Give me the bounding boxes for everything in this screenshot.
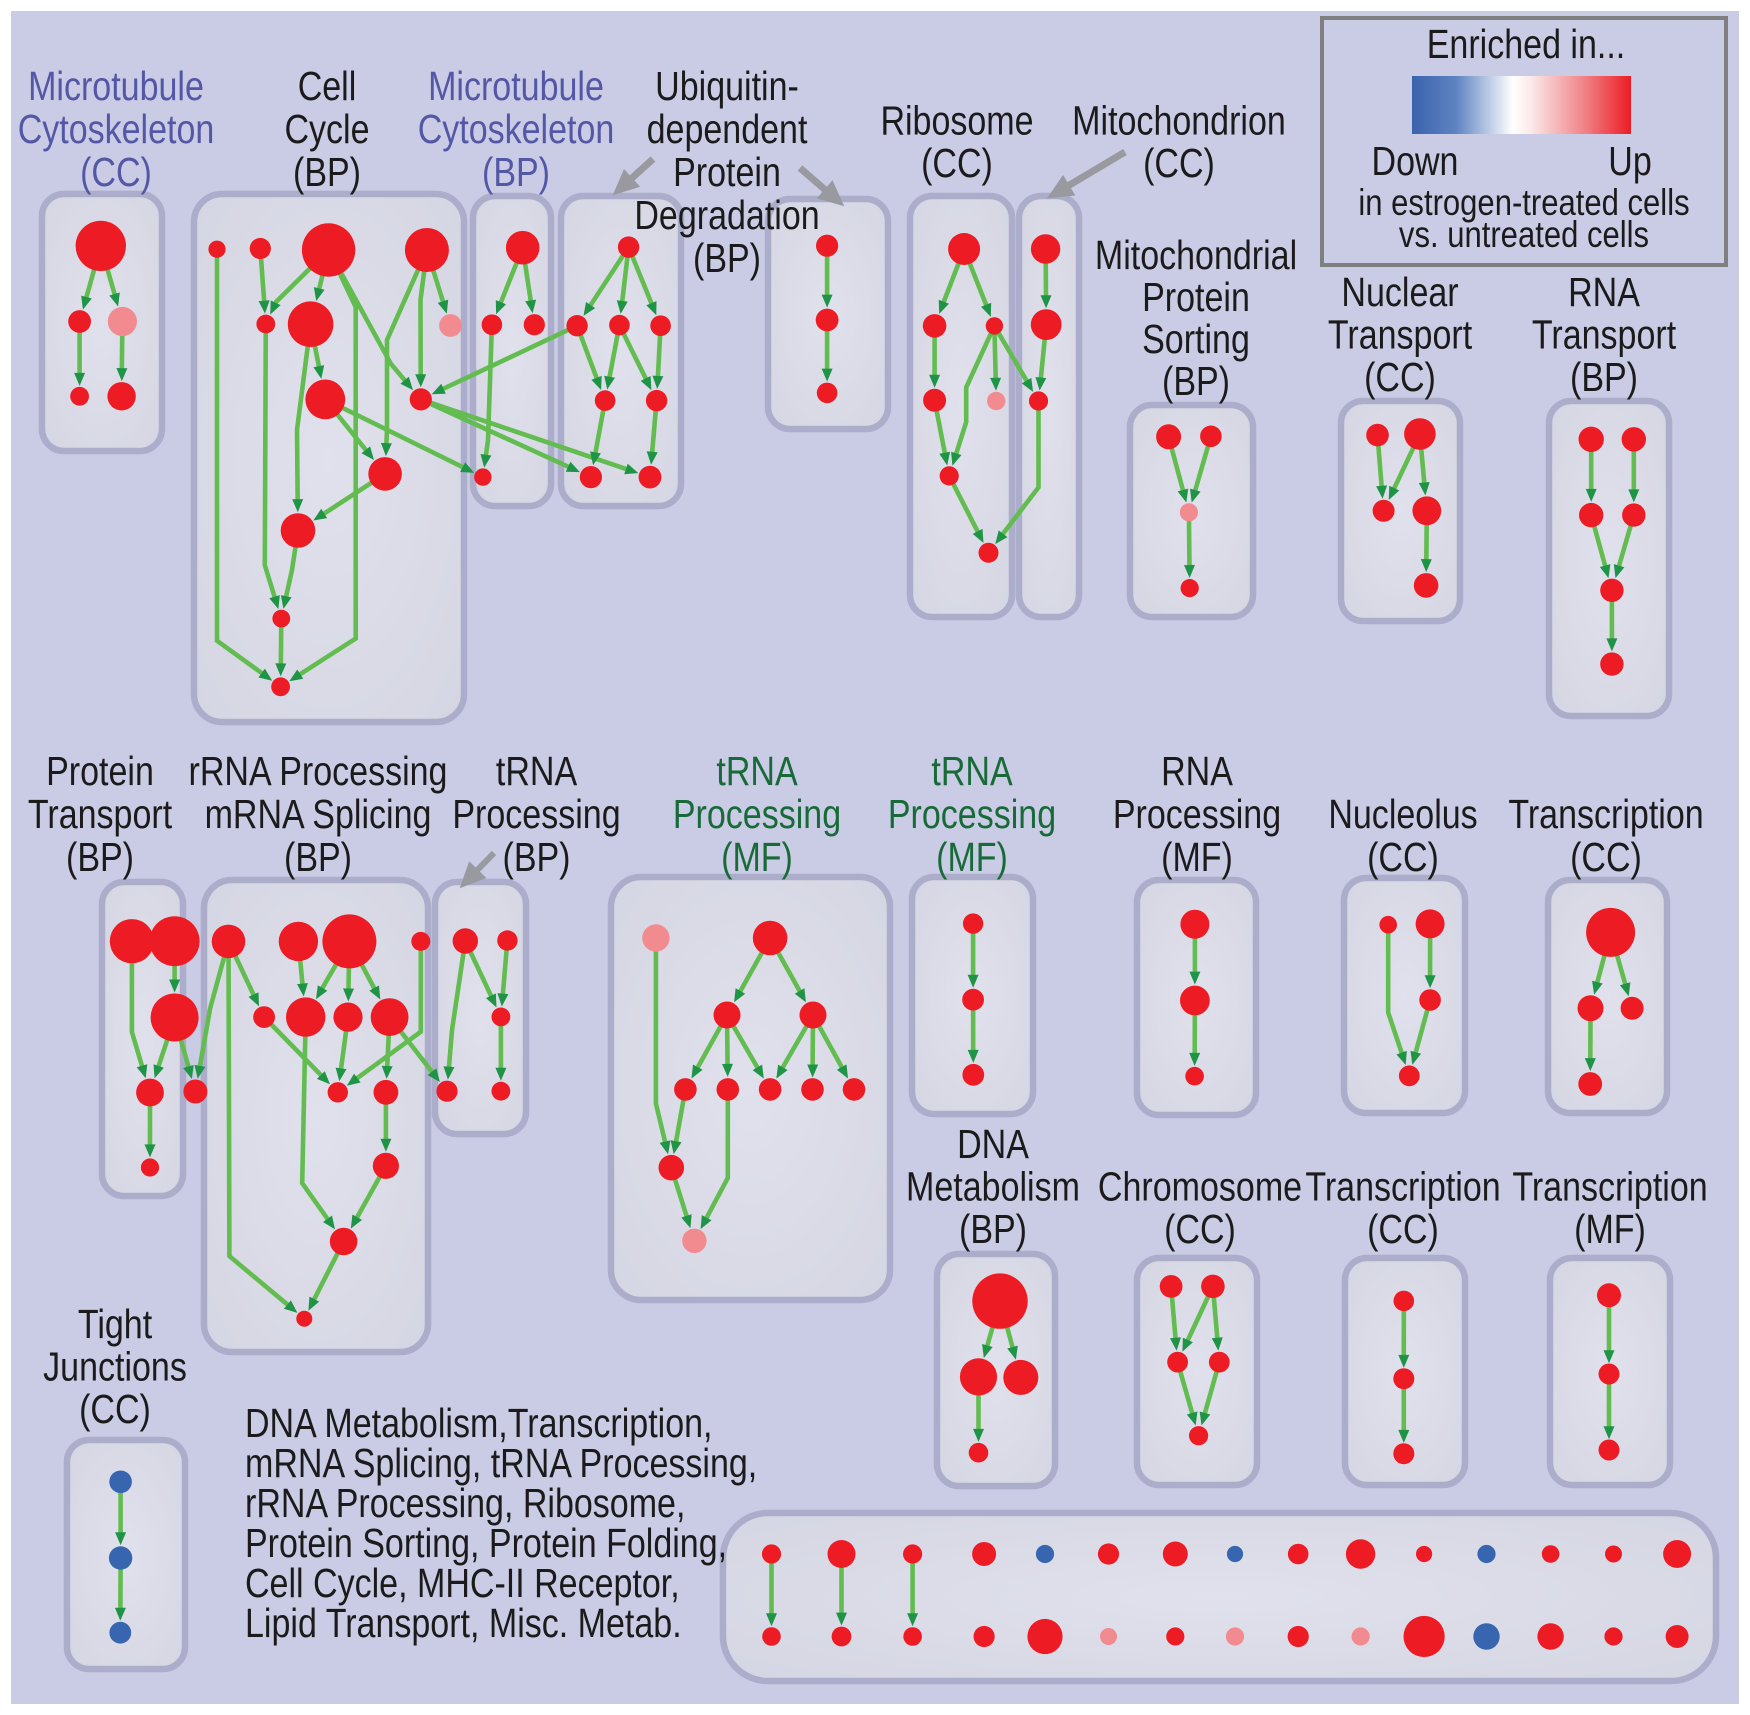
svg-text:DNA Metabolism,Transcription,: DNA Metabolism,Transcription, bbox=[245, 1400, 712, 1446]
svg-text:(BP): (BP) bbox=[482, 149, 550, 195]
svg-text:Metabolism: Metabolism bbox=[906, 1164, 1080, 1210]
svg-text:Microtubule: Microtubule bbox=[428, 63, 604, 109]
svg-text:Cell Cycle, MHC-II Receptor,: Cell Cycle, MHC-II Receptor, bbox=[245, 1560, 680, 1606]
svg-text:Enriched in...: Enriched in... bbox=[1427, 21, 1626, 67]
svg-text:Down: Down bbox=[1372, 138, 1459, 184]
svg-text:Lipid Transport, Misc. Metab.: Lipid Transport, Misc. Metab. bbox=[245, 1600, 682, 1646]
svg-text:Ribosome: Ribosome bbox=[880, 98, 1033, 144]
svg-text:Transport: Transport bbox=[1532, 312, 1677, 358]
svg-text:(CC): (CC) bbox=[1367, 1206, 1439, 1252]
svg-text:mRNA Splicing, tRNA Processing: mRNA Splicing, tRNA Processing, bbox=[245, 1440, 757, 1486]
svg-text:RNA: RNA bbox=[1568, 269, 1641, 315]
svg-text:(CC): (CC) bbox=[1367, 834, 1439, 880]
svg-text:tRNA: tRNA bbox=[496, 748, 578, 794]
svg-text:(BP): (BP) bbox=[502, 834, 570, 880]
svg-text:(CC): (CC) bbox=[921, 140, 993, 186]
svg-text:mRNA Splicing: mRNA Splicing bbox=[205, 791, 432, 837]
svg-text:Microtubule: Microtubule bbox=[28, 63, 204, 109]
svg-text:rRNA Processing, Ribosome,: rRNA Processing, Ribosome, bbox=[245, 1480, 685, 1526]
svg-text:Protein: Protein bbox=[1142, 274, 1250, 320]
svg-text:Junctions: Junctions bbox=[43, 1344, 187, 1390]
svg-text:(BP): (BP) bbox=[66, 834, 134, 880]
svg-text:tRNA: tRNA bbox=[716, 748, 798, 794]
svg-text:(CC): (CC) bbox=[1570, 834, 1642, 880]
svg-text:(CC): (CC) bbox=[1164, 1206, 1236, 1252]
svg-text:in estrogen-treated cells: in estrogen-treated cells bbox=[1358, 182, 1689, 223]
svg-text:rRNA Processing: rRNA Processing bbox=[189, 748, 448, 794]
svg-text:tRNA: tRNA bbox=[931, 748, 1013, 794]
svg-text:Cell: Cell bbox=[298, 63, 357, 109]
svg-text:Cytoskeleton: Cytoskeleton bbox=[18, 106, 215, 152]
svg-text:Transcription: Transcription bbox=[1508, 791, 1703, 837]
svg-text:Processing: Processing bbox=[452, 791, 620, 837]
svg-text:(BP): (BP) bbox=[1162, 358, 1230, 404]
svg-text:Mitochondrial: Mitochondrial bbox=[1095, 232, 1297, 278]
svg-text:Cycle: Cycle bbox=[284, 106, 369, 152]
svg-text:(BP): (BP) bbox=[959, 1206, 1027, 1252]
svg-text:Sorting: Sorting bbox=[1142, 316, 1250, 362]
svg-text:RNA: RNA bbox=[1161, 748, 1234, 794]
svg-text:Cytoskeleton: Cytoskeleton bbox=[418, 106, 615, 152]
svg-text:Mitochondrion: Mitochondrion bbox=[1072, 98, 1286, 144]
svg-text:Nucleolus: Nucleolus bbox=[1328, 791, 1477, 837]
svg-text:(CC): (CC) bbox=[1364, 354, 1436, 400]
svg-text:(CC): (CC) bbox=[80, 149, 152, 195]
svg-text:(CC): (CC) bbox=[79, 1386, 151, 1432]
svg-text:Transcription: Transcription bbox=[1305, 1164, 1500, 1210]
svg-text:Processing: Processing bbox=[1113, 791, 1281, 837]
svg-text:(BP): (BP) bbox=[693, 235, 761, 281]
svg-text:(CC): (CC) bbox=[1143, 140, 1215, 186]
svg-text:Protein: Protein bbox=[46, 748, 154, 794]
svg-text:Ubiquitin-: Ubiquitin- bbox=[655, 63, 799, 109]
svg-text:Degradation: Degradation bbox=[634, 192, 819, 238]
svg-text:Protein Sorting, Protein Foldi: Protein Sorting, Protein Folding, bbox=[245, 1520, 727, 1566]
svg-text:Processing: Processing bbox=[888, 791, 1056, 837]
svg-text:Transport: Transport bbox=[1328, 312, 1473, 358]
svg-text:(MF): (MF) bbox=[936, 834, 1008, 880]
svg-text:vs. untreated cells: vs. untreated cells bbox=[1399, 214, 1649, 255]
svg-text:(BP): (BP) bbox=[293, 149, 361, 195]
svg-text:(MF): (MF) bbox=[721, 834, 793, 880]
svg-text:Nuclear: Nuclear bbox=[1341, 269, 1458, 315]
svg-text:Tight: Tight bbox=[78, 1301, 153, 1347]
svg-text:Chromosome: Chromosome bbox=[1098, 1164, 1302, 1210]
svg-text:(BP): (BP) bbox=[1570, 354, 1638, 400]
svg-text:(MF): (MF) bbox=[1574, 1206, 1646, 1252]
svg-text:DNA: DNA bbox=[957, 1121, 1030, 1167]
svg-text:Up: Up bbox=[1608, 138, 1651, 184]
svg-text:Transport: Transport bbox=[28, 791, 173, 837]
svg-text:(MF): (MF) bbox=[1161, 834, 1233, 880]
svg-text:(BP): (BP) bbox=[284, 834, 352, 880]
svg-text:Processing: Processing bbox=[673, 791, 841, 837]
svg-text:dependent: dependent bbox=[647, 106, 808, 152]
svg-text:Protein: Protein bbox=[673, 149, 781, 195]
svg-text:Transcription: Transcription bbox=[1512, 1164, 1707, 1210]
